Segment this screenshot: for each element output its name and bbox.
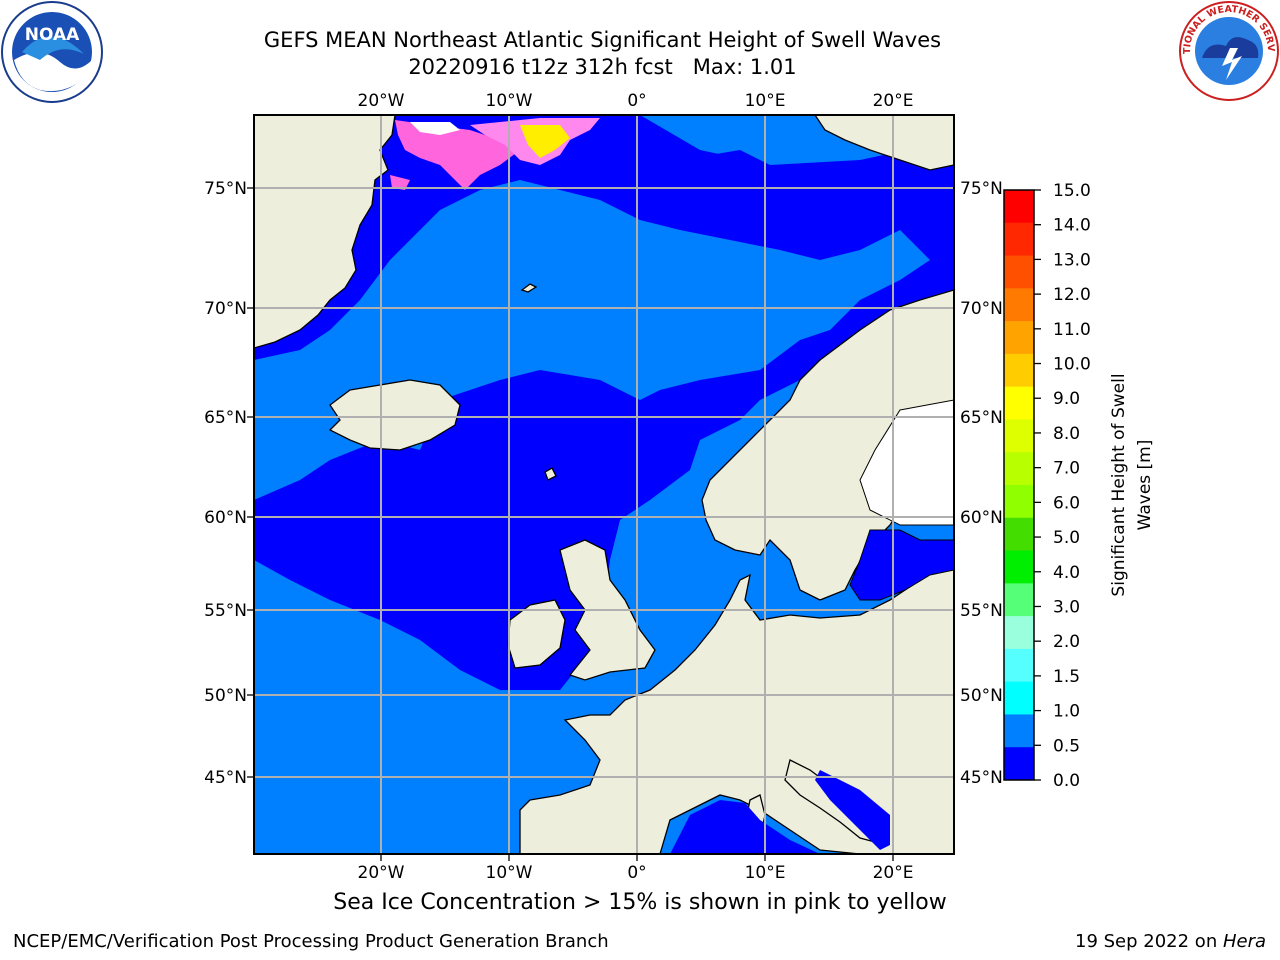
colorbar-tick-label: 2.0: [1053, 632, 1080, 652]
colorbar-segment: [1004, 386, 1034, 420]
top-lon-label: 20°E: [873, 91, 914, 111]
colorbar-segment: [1004, 517, 1034, 552]
colorbar-tick-label: 3.0: [1053, 597, 1080, 617]
colorbar-segment: [1004, 583, 1034, 617]
colorbar-tick-label: 7.0: [1053, 459, 1080, 479]
colorbar-tick-label: 12.0: [1053, 285, 1091, 305]
colorbar-label-line1: Significant Height of Swell: [1109, 373, 1129, 596]
footer-date-text: 19 Sep 2022 on: [1075, 931, 1223, 952]
colorbar-tick-label: 1.0: [1053, 702, 1080, 722]
colorbar-segment: [1004, 353, 1034, 388]
land-iceland: [328, 379, 461, 451]
colorbar-segment: [1004, 419, 1034, 453]
colorbar-tick-label: 1.5: [1053, 667, 1080, 687]
colorbar-tick-label: 9.0: [1053, 389, 1080, 409]
right-lat-label: 55°N: [960, 601, 1003, 621]
bottom-lon-label: 10°E: [745, 863, 786, 883]
colorbar-segment: [1004, 288, 1034, 322]
colorbar-tick-label: 10.0: [1053, 355, 1091, 375]
right-lat-label: 50°N: [960, 686, 1003, 706]
top-lon-labels: 20°W 10°W 0° 10°E 20°E: [358, 91, 914, 111]
left-lat-labels: 75°N 70°N 65°N 60°N 55°N 50°N 45°N: [204, 179, 247, 788]
colorbar-tick-label: 4.0: [1053, 563, 1080, 583]
land-greenland: [254, 115, 396, 349]
colorbar-tick-label: 14.0: [1053, 216, 1091, 236]
left-lat-label: 70°N: [204, 299, 247, 319]
colorbar: [1003, 189, 1035, 781]
colorbar-segment: [1004, 648, 1034, 683]
colorbar-segment: [1004, 714, 1034, 748]
bottom-lon-label: 20°W: [358, 863, 405, 883]
colorbar-segment: [1004, 222, 1034, 257]
nws-logo: NATIONAL WEATHER SERVICE: [1178, 0, 1279, 101]
colorbar-tick-label: 15.0: [1053, 181, 1091, 201]
sea-ice-area: [390, 118, 600, 190]
land-svalbard: [814, 115, 954, 171]
top-lon-label: 0°: [627, 91, 646, 111]
right-lat-label: 70°N: [960, 299, 1003, 319]
map-area: [254, 115, 954, 854]
map-ticks: [247, 187, 894, 861]
colorbar-segment: [1004, 747, 1034, 781]
colorbar-segment: [1004, 550, 1034, 584]
top-lon-label: 10°W: [486, 91, 533, 111]
colorbar-segment: [1004, 616, 1034, 650]
colorbar-tick-label: 6.0: [1053, 493, 1080, 513]
colorbar-segment: [1004, 485, 1034, 519]
colorbar-label-line2: Waves [m]: [1135, 440, 1155, 531]
colorbar-segment: [1004, 255, 1034, 289]
colorbar-tick-label: 13.0: [1053, 250, 1091, 270]
colorbar-tick-label: 0.5: [1053, 736, 1080, 756]
baltic-sea: [849, 529, 954, 601]
colorbar-segment: [1004, 190, 1034, 224]
footer-date: 19 Sep 2022 on Hera: [1075, 931, 1266, 952]
land-jan-mayen: [520, 283, 538, 293]
colorbar-ticks: 15.0 14.0 13.0 12.0 11.0 10.0 9.0 8.0 7.0 6.0 5.0 4…: [1034, 181, 1091, 791]
land-ireland: [507, 599, 566, 669]
right-lat-labels: 75°N 70°N 65°N 60°N 55°N 50°N 45°N: [960, 179, 1003, 788]
bottom-lon-label: 20°E: [873, 863, 914, 883]
left-lat-label: 65°N: [204, 408, 247, 428]
chart-title: GEFS MEAN Northeast Atlantic Significant…: [263, 28, 942, 52]
top-lon-label: 10°E: [745, 91, 786, 111]
colorbar-tick-label: 8.0: [1053, 424, 1080, 444]
adriatic-sea: [815, 770, 890, 850]
right-lat-label: 65°N: [960, 408, 1003, 428]
colorbar-frame: [1003, 189, 1035, 781]
left-lat-label: 75°N: [204, 179, 247, 199]
colorbar-segment: [1004, 321, 1034, 355]
bottom-lon-label: 0°: [627, 863, 646, 883]
noaa-logo: NOAA: [1, 1, 103, 103]
chart-subtitle: 20220916 t12z 312h fcst Max: 1.01: [408, 55, 797, 79]
map-frame: [253, 114, 955, 855]
sea-ice-caption: Sea Ice Concentration > 15% is shown in …: [333, 890, 947, 915]
top-lon-label: 20°W: [358, 91, 405, 111]
graticule: [254, 115, 954, 854]
right-lat-label: 75°N: [960, 179, 1003, 199]
bottom-lon-label: 10°W: [486, 863, 533, 883]
left-lat-label: 55°N: [204, 601, 247, 621]
colorbar-tick-label: 0.0: [1053, 771, 1080, 791]
footer-host: Hera: [1222, 931, 1266, 952]
colorbar-tick-label: 5.0: [1053, 528, 1080, 548]
noaa-logo-text: NOAA: [25, 25, 80, 45]
right-lat-label: 60°N: [960, 508, 1003, 528]
colorbar-segment: [1004, 452, 1034, 486]
right-lat-label: 45°N: [960, 768, 1003, 788]
bottom-lon-labels: 20°W 10°W 0° 10°E 20°E: [358, 863, 914, 883]
colorbar-tick-label: 11.0: [1053, 320, 1091, 340]
footer-credit: NCEP/EMC/Verification Post Processing Pr…: [13, 931, 609, 952]
left-lat-label: 60°N: [204, 508, 247, 528]
land-continental-europe: [519, 559, 954, 854]
land-faroe: [544, 467, 557, 481]
mediterranean-sea: [670, 800, 820, 854]
left-lat-label: 45°N: [204, 768, 247, 788]
left-lat-label: 50°N: [204, 686, 247, 706]
colorbar-segment: [1004, 681, 1034, 715]
